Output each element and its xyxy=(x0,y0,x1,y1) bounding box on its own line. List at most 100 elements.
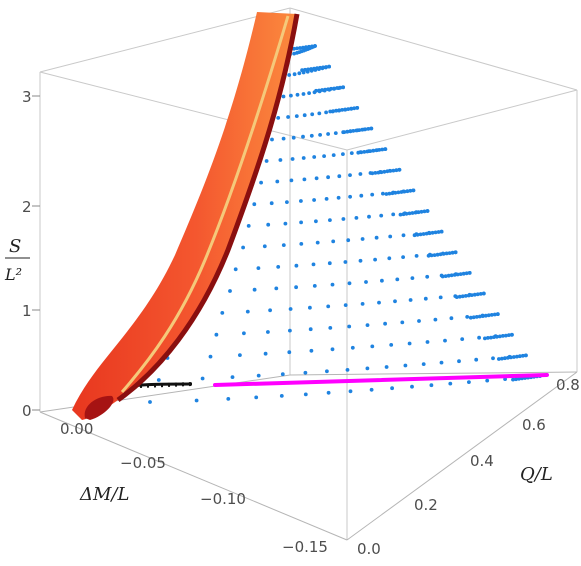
data-point xyxy=(301,45,305,50)
z-axis-label: S L² xyxy=(4,236,30,284)
data-point xyxy=(358,258,363,263)
data-point xyxy=(331,109,336,113)
data-point xyxy=(410,384,414,389)
data-point xyxy=(448,381,453,386)
data-point xyxy=(288,328,292,333)
data-point xyxy=(410,276,415,280)
data-point xyxy=(148,400,152,404)
data-point xyxy=(268,308,272,313)
surface-dark-edge xyxy=(116,13,300,403)
data-point xyxy=(363,127,368,132)
data-point xyxy=(433,230,438,235)
data-point xyxy=(299,242,304,246)
data-point xyxy=(228,289,232,293)
data-point xyxy=(435,252,440,257)
data-point xyxy=(252,287,257,292)
data-point xyxy=(474,357,479,362)
z-tick-label: 3 xyxy=(22,88,32,106)
data-point xyxy=(324,110,328,115)
data-point xyxy=(294,114,299,118)
x-axis-label: ΔM/L xyxy=(79,484,129,505)
data-point xyxy=(495,312,500,316)
data-point xyxy=(497,357,501,361)
data-point xyxy=(427,231,432,236)
data-point xyxy=(426,253,431,258)
data-point xyxy=(301,156,306,160)
data-point xyxy=(313,44,317,48)
data-point xyxy=(474,315,479,319)
data-point xyxy=(447,251,452,256)
data-point xyxy=(256,373,261,378)
data-point xyxy=(309,133,314,138)
data-point xyxy=(438,295,443,300)
data-point xyxy=(292,72,297,77)
data-point xyxy=(362,150,367,154)
data-point xyxy=(341,152,345,157)
data-point xyxy=(259,180,263,185)
data-point xyxy=(365,323,370,327)
y-tick-label: 0.2 xyxy=(414,496,438,514)
data-point xyxy=(410,211,415,215)
data-point xyxy=(308,305,312,310)
data-point xyxy=(349,151,354,156)
data-point xyxy=(471,315,476,320)
data-point xyxy=(317,88,321,93)
data-point xyxy=(403,363,408,368)
data-point xyxy=(387,191,392,196)
data-point xyxy=(515,354,519,359)
data-point xyxy=(507,333,511,337)
data-point xyxy=(299,199,303,203)
data-point xyxy=(309,67,313,71)
z-tick-label: 2 xyxy=(22,198,32,216)
data-point xyxy=(483,313,488,318)
data-point xyxy=(264,159,269,163)
data-point xyxy=(278,158,283,162)
data-point xyxy=(466,293,471,298)
data-point xyxy=(280,372,285,377)
data-point xyxy=(367,214,371,219)
yellow-curve xyxy=(120,15,290,393)
data-point xyxy=(290,157,295,161)
data-point xyxy=(501,334,505,338)
data-point xyxy=(388,169,393,173)
data-point xyxy=(326,390,331,395)
data-point xyxy=(380,147,385,152)
x-tick-label: −0.10 xyxy=(200,490,246,508)
data-point xyxy=(360,127,365,132)
data-point xyxy=(464,271,469,276)
data-point xyxy=(314,88,318,93)
data-point xyxy=(369,126,374,131)
data-point xyxy=(297,71,302,76)
data-point xyxy=(384,365,389,369)
z-axis-label-den: L² xyxy=(4,265,22,284)
data-point xyxy=(358,172,363,176)
data-point xyxy=(509,355,513,360)
data-point xyxy=(301,92,306,96)
data-point xyxy=(348,129,353,134)
data-point xyxy=(308,327,313,332)
data-point xyxy=(401,233,406,238)
data-point xyxy=(343,260,348,264)
z-axis-label-num: S xyxy=(9,236,21,257)
data-point xyxy=(312,198,316,202)
data-point xyxy=(463,294,468,298)
data-point xyxy=(348,389,353,394)
data-point xyxy=(511,377,515,382)
data-point xyxy=(245,309,250,314)
data-point xyxy=(491,356,495,361)
data-point xyxy=(381,191,385,196)
data-point xyxy=(370,344,375,349)
data-point xyxy=(368,149,373,154)
data-point xyxy=(242,331,246,336)
data-point xyxy=(233,267,238,272)
data-point xyxy=(287,73,292,77)
data-point xyxy=(370,171,375,176)
data-point xyxy=(354,128,359,133)
data-point xyxy=(343,107,348,112)
data-point xyxy=(306,67,310,72)
data-point xyxy=(262,244,267,249)
data-point xyxy=(321,65,325,70)
data-point xyxy=(444,251,449,256)
data-point xyxy=(391,168,396,173)
